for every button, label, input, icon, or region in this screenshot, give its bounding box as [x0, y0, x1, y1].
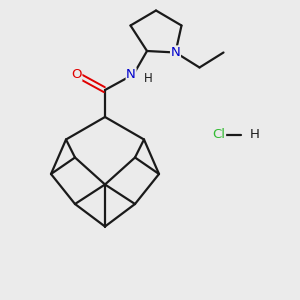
Text: N: N	[126, 68, 136, 81]
Text: Cl: Cl	[212, 128, 226, 142]
Text: H: H	[144, 72, 153, 86]
Text: H: H	[250, 128, 260, 142]
Text: N: N	[171, 46, 180, 59]
Text: O: O	[71, 68, 82, 81]
